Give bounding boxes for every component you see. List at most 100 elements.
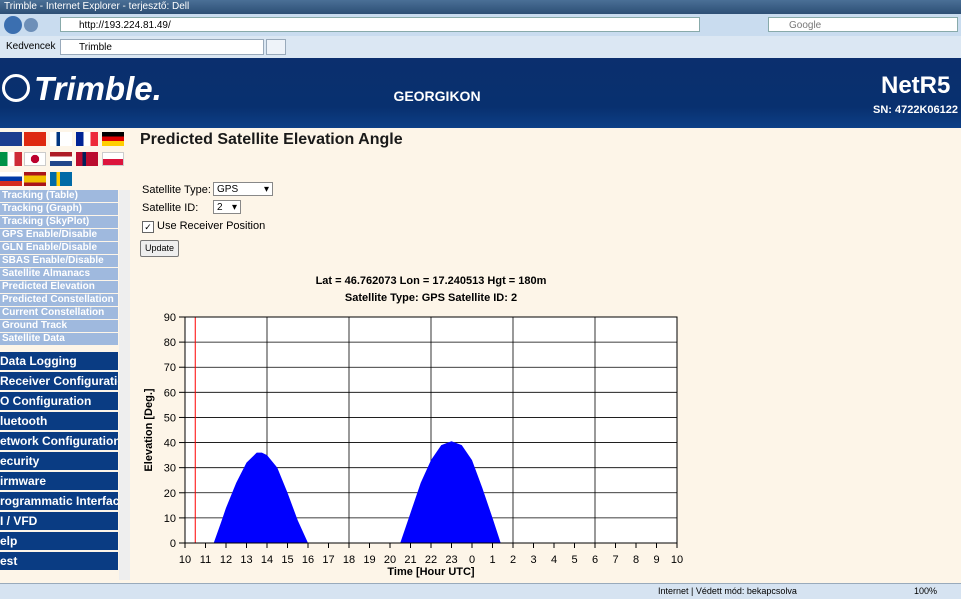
y-tick-label: 80 bbox=[164, 337, 176, 349]
page-title: Predicted Satellite Elevation Angle bbox=[140, 131, 403, 148]
y-tick-label: 40 bbox=[164, 438, 176, 450]
flag[interactable] bbox=[24, 152, 46, 166]
forward-button[interactable] bbox=[24, 18, 38, 32]
browser-tab[interactable]: Trimble bbox=[60, 39, 264, 55]
x-tick-label: 10 bbox=[671, 554, 683, 566]
x-tick-label: 19 bbox=[363, 554, 375, 566]
logo: Trimble. bbox=[34, 70, 162, 107]
favorites-button[interactable]: Kedvencek bbox=[6, 41, 56, 52]
chart-subtitle: Satellite Type: GPS Satellite ID: 2 bbox=[345, 292, 517, 304]
submenu-item[interactable]: Tracking (Table) bbox=[0, 190, 118, 202]
y-tick-label: 70 bbox=[164, 362, 176, 374]
submenu-item[interactable]: SBAS Enable/Disable bbox=[0, 255, 118, 267]
logo-icon bbox=[2, 74, 30, 102]
elevation-area bbox=[213, 441, 501, 543]
menu-item[interactable]: Receiver Configuration bbox=[0, 372, 118, 390]
menu-item[interactable]: est bbox=[0, 552, 118, 570]
tab-bar: Kedvencek Trimble bbox=[0, 36, 961, 59]
page-header: Trimble. GEORGIKON NetR5 SN: 4722K06122 bbox=[0, 58, 961, 128]
x-tick-label: 16 bbox=[302, 554, 314, 566]
submenu-item[interactable]: Tracking (Graph) bbox=[0, 203, 118, 215]
plot-frame bbox=[184, 316, 678, 544]
y-tick-label: 30 bbox=[164, 463, 176, 475]
x-tick-label: 10 bbox=[179, 554, 191, 566]
menu-item[interactable]: rogrammatic Interface bbox=[0, 492, 118, 510]
flag[interactable] bbox=[76, 152, 98, 166]
flag[interactable] bbox=[50, 172, 72, 186]
x-tick-label: 9 bbox=[653, 554, 659, 566]
submenu-item[interactable]: Predicted Elevation bbox=[0, 281, 118, 293]
x-tick-label: 0 bbox=[469, 554, 475, 566]
chart-title: Lat = 46.762073 Lon = 17.240513 Hgt = 18… bbox=[316, 275, 547, 287]
flag[interactable] bbox=[76, 132, 98, 146]
window-title: Trimble - Internet Explorer - terjesztő:… bbox=[0, 0, 961, 14]
id-label: Satellite ID: bbox=[142, 202, 199, 214]
product-name: NetR5 bbox=[881, 72, 951, 99]
submenu-item[interactable]: Satellite Almanacs bbox=[0, 268, 118, 280]
type-label: Satellite Type: bbox=[142, 184, 211, 196]
menu-item[interactable]: elp bbox=[0, 532, 118, 550]
sidebar: Tracking (Table) Tracking (Graph) Tracking… bbox=[0, 128, 130, 580]
submenu-item[interactable]: Tracking (SkyPlot) bbox=[0, 216, 118, 228]
x-tick-label: 14 bbox=[261, 554, 273, 566]
x-tick-label: 7 bbox=[612, 554, 618, 566]
flag[interactable] bbox=[50, 152, 72, 166]
y-axis-label: Elevation [Deg.] bbox=[143, 388, 155, 471]
type-select[interactable]: GPS bbox=[213, 182, 273, 197]
y-tick-label: 10 bbox=[164, 513, 176, 525]
new-tab[interactable] bbox=[266, 39, 286, 55]
zoom-level[interactable]: 100% bbox=[914, 586, 938, 596]
flag[interactable] bbox=[102, 132, 124, 146]
site-name: GEORGIKON bbox=[393, 88, 481, 104]
status-text: Internet | Védett mód: bekapcsolva bbox=[658, 586, 797, 596]
y-tick-label: 50 bbox=[164, 412, 176, 424]
x-tick-label: 4 bbox=[551, 554, 557, 566]
menu-item[interactable]: I / VFD bbox=[0, 512, 118, 530]
scrollbar[interactable] bbox=[119, 190, 130, 580]
submenu-item[interactable]: GPS Enable/Disable bbox=[0, 229, 118, 241]
x-tick-label: 13 bbox=[240, 554, 252, 566]
x-tick-label: 20 bbox=[384, 554, 396, 566]
search-field[interactable]: Google bbox=[768, 17, 958, 32]
serial-number: SN: 4722K06122 bbox=[873, 104, 959, 116]
address-bar: http://193.224.81.49/ Google bbox=[0, 14, 961, 36]
x-tick-label: 1 bbox=[489, 554, 495, 566]
x-tick-label: 22 bbox=[425, 554, 437, 566]
update-button[interactable]: Update bbox=[140, 240, 180, 257]
checkbox[interactable]: ✓ bbox=[142, 221, 154, 233]
flag[interactable] bbox=[0, 152, 22, 166]
x-tick-label: 3 bbox=[530, 554, 536, 566]
chart: Lat = 46.762073 Lon = 17.240513 Hgt = 18… bbox=[143, 275, 683, 578]
flag[interactable] bbox=[50, 132, 72, 146]
flag[interactable] bbox=[102, 152, 124, 166]
menu-item[interactable]: etwork Configuration bbox=[0, 432, 118, 450]
url-field[interactable]: http://193.224.81.49/ bbox=[60, 17, 700, 32]
flag[interactable] bbox=[0, 172, 22, 186]
submenu-item[interactable]: Satellite Data bbox=[0, 333, 118, 345]
x-tick-label: 12 bbox=[220, 554, 232, 566]
submenu-item[interactable]: Current Constellation bbox=[0, 307, 118, 319]
x-tick-label: 8 bbox=[633, 554, 639, 566]
x-tick-label: 21 bbox=[404, 554, 416, 566]
x-tick-label: 17 bbox=[322, 554, 334, 566]
menu-item[interactable]: irmware bbox=[0, 472, 118, 490]
submenu-item[interactable]: Ground Track bbox=[0, 320, 118, 332]
x-tick-label: 23 bbox=[445, 554, 457, 566]
menu-item[interactable]: Data Logging bbox=[0, 352, 118, 370]
flag[interactable] bbox=[24, 132, 46, 146]
y-tick-label: 60 bbox=[164, 387, 176, 399]
status-bar: Internet | Védett mód: bekapcsolva 100% bbox=[0, 583, 961, 599]
submenu-item[interactable]: GLN Enable/Disable bbox=[0, 242, 118, 254]
submenu-item[interactable]: Predicted Constellation bbox=[0, 294, 118, 306]
menu-item[interactable]: O Configuration bbox=[0, 392, 118, 410]
x-tick-label: 2 bbox=[510, 554, 516, 566]
menu-item[interactable]: ecurity bbox=[0, 452, 118, 470]
menu-item[interactable]: luetooth bbox=[0, 412, 118, 430]
id-select[interactable]: 2 bbox=[213, 200, 241, 215]
checkbox-label: Use Receiver Position bbox=[157, 220, 266, 232]
x-axis-label: Time [Hour UTC] bbox=[387, 566, 475, 578]
flag[interactable] bbox=[24, 172, 46, 186]
flag[interactable] bbox=[0, 132, 22, 146]
back-button[interactable] bbox=[4, 16, 22, 34]
